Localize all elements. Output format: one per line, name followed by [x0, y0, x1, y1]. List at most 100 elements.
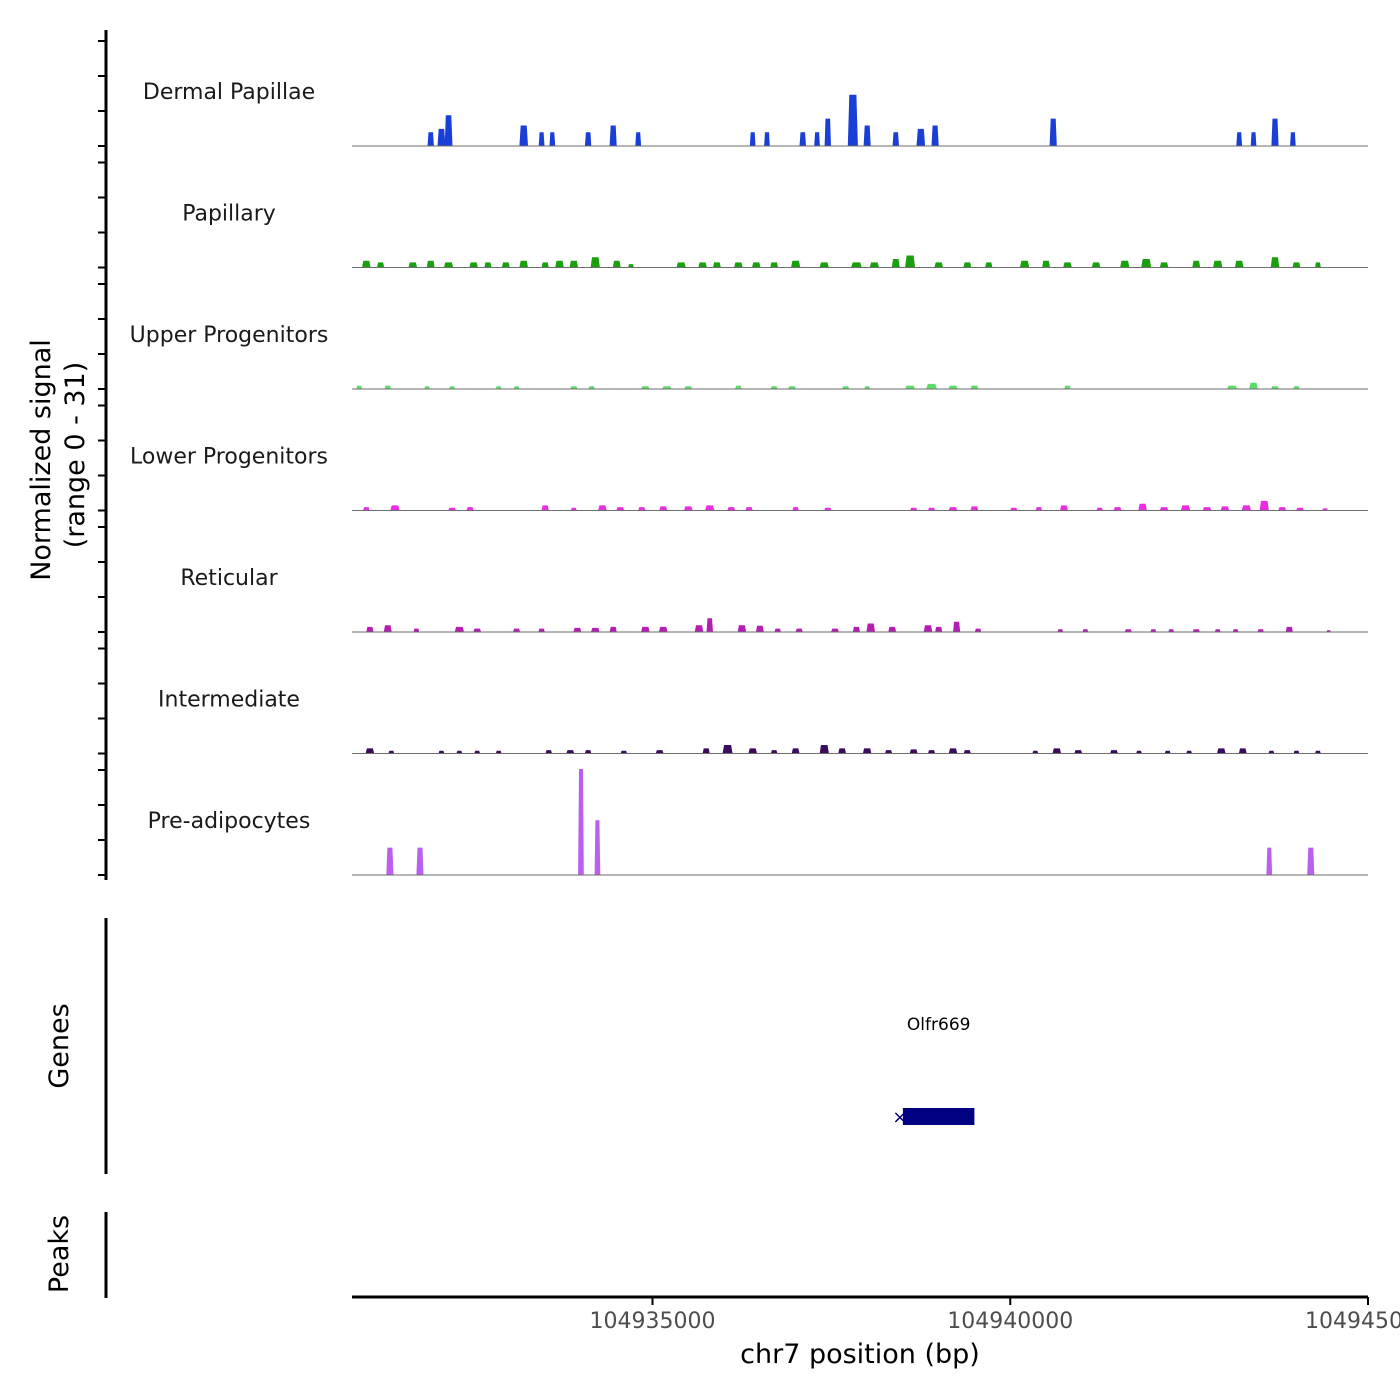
coverage-peak: [928, 750, 936, 754]
coverage-peak: [749, 132, 756, 146]
coverage-peak: [905, 255, 916, 268]
coverage-peak: [513, 386, 520, 389]
coverage-peak: [1136, 750, 1142, 754]
coverage-peak: [584, 132, 592, 146]
coverage-peak: [1307, 847, 1315, 875]
coverage-tracks: Dermal Papillae Papillary Upper Progenitor…: [130, 80, 1368, 876]
coverage-peak: [659, 506, 668, 511]
coverage-peak: [748, 748, 757, 754]
coverage-peak: [1278, 507, 1287, 511]
track-lower-progenitors: Lower Progenitors: [130, 445, 1368, 511]
track-intermediate: Intermediate: [158, 688, 1368, 754]
track-label: Upper Progenitors: [130, 323, 329, 348]
coverage-peak: [702, 748, 710, 754]
coverage-peak: [891, 259, 900, 268]
genes-title: Genes: [44, 1003, 75, 1088]
coverage-peak: [755, 625, 764, 632]
coverage-peak: [1266, 847, 1273, 875]
coverage-peak: [513, 628, 521, 632]
coverage-peak: [926, 383, 937, 389]
coverage-peak: [1192, 629, 1200, 632]
coverage-peak: [501, 262, 510, 268]
coverage-peak: [570, 386, 578, 389]
coverage-peak: [1138, 503, 1147, 511]
coverage-peak: [1035, 507, 1043, 511]
coverage-peak: [745, 507, 753, 511]
track-label: Dermal Papillae: [143, 80, 315, 105]
coverage-peak: [1241, 505, 1251, 511]
x-tick-label: 104945000: [1305, 1309, 1400, 1334]
coverage-peak: [1159, 507, 1169, 511]
coverage-peak: [819, 745, 829, 754]
coverage-peak: [1180, 505, 1191, 511]
coverage-peak: [519, 125, 528, 146]
coverage-peak: [1293, 750, 1300, 754]
coverage-peak: [985, 262, 993, 268]
coverage-peak: [1315, 262, 1321, 268]
track-reticular: Reticular: [180, 566, 1368, 633]
track-label: Intermediate: [158, 688, 300, 713]
coverage-peak: [734, 262, 743, 268]
coverage-peak: [1220, 506, 1230, 511]
coverage-peak: [473, 628, 482, 632]
coverage-peak: [862, 748, 872, 754]
coverage-peak: [628, 264, 634, 268]
coverage-peak: [469, 262, 478, 268]
coverage-peak: [495, 750, 502, 754]
coverage-peak: [416, 847, 424, 875]
coverage-peak: [408, 262, 418, 268]
coverage-peak: [863, 125, 871, 146]
coverage-peak: [1214, 629, 1221, 632]
coverage-peak: [1074, 750, 1083, 754]
coverage-peak: [869, 262, 879, 268]
coverage-peak: [864, 386, 870, 389]
coverage-peak: [573, 627, 582, 632]
coverage-peak: [722, 745, 733, 754]
coverage-peak: [1213, 260, 1223, 268]
coverage-peak: [555, 260, 564, 268]
coverage-peak: [935, 626, 943, 632]
coverage-peak: [1032, 750, 1039, 754]
track-label: Lower Progenitors: [130, 445, 328, 470]
x-ticks: 104935000 104940000 104945000: [590, 1297, 1400, 1334]
coverage-peak: [641, 386, 650, 389]
coverage-peak: [356, 385, 362, 389]
coverage-peak: [1159, 262, 1169, 268]
x-axis-title: chr7 position (bp): [740, 1339, 980, 1370]
coverage-peak: [388, 750, 395, 754]
coverage-peak: [1232, 629, 1239, 632]
coverage-peak: [1238, 748, 1247, 754]
coverage-peak: [569, 260, 579, 268]
coverage-peak: [616, 507, 625, 511]
coverage-peak: [538, 132, 545, 146]
coverage-peak: [1250, 132, 1257, 146]
coverage-y-title: Normalized signal: [26, 339, 57, 581]
coverage-peak: [1192, 260, 1201, 268]
coverage-peak: [466, 507, 474, 511]
coverage-peak: [1293, 386, 1300, 389]
coverage-peak: [770, 750, 778, 754]
coverage-peak: [1010, 507, 1018, 511]
coverage-y-axis: [98, 30, 108, 880]
coverage-peak: [594, 820, 601, 875]
coverage-peak: [1249, 382, 1258, 389]
coverage-peak: [1057, 629, 1064, 632]
coverage-peak: [770, 386, 778, 389]
coverage-peak: [383, 625, 392, 632]
coverage-peak: [948, 385, 958, 389]
coverage-peak: [377, 262, 385, 268]
coverage-peak: [363, 507, 370, 511]
coverage-peak: [474, 750, 481, 754]
coverage-peak: [641, 626, 650, 632]
coverage-peak: [655, 750, 664, 754]
coverage-peak: [437, 128, 446, 146]
coverage-peak: [519, 260, 528, 268]
coverage-peak: [384, 385, 391, 389]
coverage-peak: [426, 260, 435, 268]
coverage-peak: [795, 628, 803, 632]
coverage-peak: [694, 625, 704, 632]
coverage-peak: [386, 847, 394, 875]
coverage-peak: [620, 750, 628, 754]
coverage-peak: [774, 628, 781, 632]
